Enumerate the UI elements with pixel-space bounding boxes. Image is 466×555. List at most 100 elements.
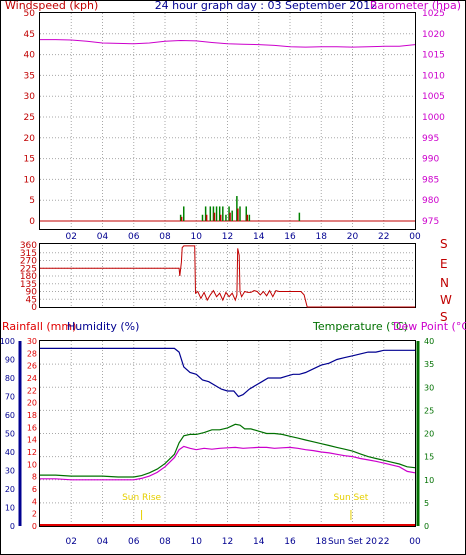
rainfall-axis-label: Rainfall (mm) [2, 320, 76, 333]
x-tick-label: 12 [222, 537, 233, 547]
barometer-axis-label: Barometer (hpa) [370, 0, 461, 12]
humidity-tick: 20 [5, 485, 15, 494]
barometer-tick: 1005 [422, 92, 445, 102]
rainfall-tick: 12 [27, 448, 37, 457]
rainfall-tick: 22 [27, 386, 37, 395]
rainfall-tick: 26 [27, 362, 37, 371]
x-tick-label: 00 [409, 537, 421, 547]
temp-humidity-x-ticks: 02 04 06 08 10 12 14 16 18 22 00 Sun Set 20 [66, 537, 421, 547]
humidity-tick: 80 [5, 374, 15, 383]
rainfall-tick: 10 [27, 460, 37, 469]
x-tick-label: 08 [159, 537, 171, 547]
direction-tick: 180 [20, 272, 37, 282]
sunset-time-label: Sun Set 20 [328, 537, 377, 547]
barometer-tick: 995 [422, 134, 439, 144]
compass-letter: E [440, 257, 448, 271]
sun-marker-label: Sun Rise [122, 493, 161, 503]
wind-baro-x-ticks: 02 04 06 08 10 12 14 16 18 20 22 00 [66, 232, 421, 242]
temperature-tick: 30 [424, 383, 434, 392]
humidity-tick: 100 [0, 337, 15, 346]
x-tick-label: 18 [316, 537, 328, 547]
windspeed-tick: 30 [24, 92, 36, 102]
dewpoint-axis-label: Dew Point (°C) [393, 320, 466, 333]
humidity-tick: 50 [5, 430, 15, 439]
temperature-tick: 25 [424, 406, 434, 415]
temperature-tick: 40 [424, 337, 434, 346]
windspeed-tick: 0 [29, 217, 35, 227]
rainfall-tick: 16 [27, 423, 37, 432]
x-tick-label: 06 [128, 232, 140, 242]
temperature-tick: 20 [424, 430, 434, 439]
wind-baro-series [40, 39, 416, 222]
rainfall-tick: 8 [32, 473, 37, 482]
x-tick-label: 06 [128, 537, 140, 547]
rainfall-tick: 14 [27, 436, 37, 445]
direction-tick: 135 [20, 280, 37, 290]
windspeed-tick: 25 [24, 113, 35, 123]
rainfall-tick: 30 [27, 337, 37, 346]
temp-humidity-series [40, 347, 416, 526]
compass-letter: S [440, 237, 448, 251]
temperature-line [40, 423, 416, 478]
humidity-tick: 60 [5, 411, 15, 420]
x-tick-label: 04 [97, 537, 109, 547]
windspeed-tick: 35 [24, 71, 35, 81]
humidity-tick: 0 [10, 522, 15, 531]
chart-title: 24 hour graph day : 03 September 2012 [155, 0, 378, 12]
temperature-axis-label: Temperature (°C) [312, 320, 408, 333]
temp-humidity-plot-area [39, 340, 416, 527]
windspeed-tick: 40 [24, 51, 36, 61]
x-tick-label: 22 [378, 232, 389, 242]
wind-direction-line [40, 245, 415, 308]
temperature-tick: 5 [424, 499, 429, 508]
humidity-line [40, 347, 415, 398]
direction-plot-area [39, 243, 416, 308]
rainfall-tick: 4 [32, 497, 37, 506]
x-tick-label: 16 [284, 232, 296, 242]
windspeed-tick: 45 [24, 30, 35, 40]
barometer-tick: 1000 [422, 113, 445, 123]
compass-letter: N [440, 276, 449, 290]
x-tick-label: 08 [159, 232, 171, 242]
x-tick-label: 12 [222, 232, 233, 242]
direction-tick: 225 [20, 264, 37, 274]
barometer-tick: 990 [422, 155, 439, 165]
rainfall-tick: 6 [32, 485, 37, 494]
temperature-tick: 10 [424, 476, 434, 485]
temperature-tick: 0 [424, 522, 429, 531]
humidity-tick: 10 [5, 504, 15, 513]
x-tick-label: 10 [191, 232, 203, 242]
compass-letter: S [440, 310, 448, 324]
x-tick-label: 18 [316, 232, 328, 242]
x-tick-label: 02 [66, 232, 77, 242]
windspeed-axis-label: Windspeed (kph) [5, 0, 98, 12]
windspeed-tick: 50 [24, 9, 36, 19]
sun-markers: Sun Rise Sun Set [122, 493, 369, 520]
barometer-axis-ticks: 975 980 985 990 995 1000 1005 1010 1015 1020 1025 [422, 9, 445, 227]
humidity-axis-label: Humidity (%) [67, 320, 139, 333]
x-tick-label: 10 [191, 537, 203, 547]
barometer-tick: 1010 [422, 71, 445, 81]
x-tick-label: 00 [409, 232, 421, 242]
x-tick-label: 14 [253, 537, 265, 547]
direction-tick: 360 [20, 241, 37, 251]
sun-marker-label: Sun Set [334, 493, 369, 503]
direction-tick: 45 [26, 295, 37, 305]
x-tick-label: 14 [253, 232, 265, 242]
barometer-line [40, 39, 416, 48]
rainfall-tick: 28 [27, 349, 37, 358]
windspeed-tick: 5 [29, 196, 35, 206]
compass-letter: W [440, 293, 452, 307]
rainfall-tick: 18 [27, 411, 37, 420]
rainfall-tick: 20 [27, 399, 37, 408]
temp-humidity-axes: 0102030405060708090100024681012141618202… [0, 337, 434, 531]
wind-baro-plot-area [39, 12, 416, 230]
x-tick-label: 02 [66, 537, 77, 547]
direction-series [40, 245, 415, 308]
humidity-tick: 70 [5, 393, 15, 402]
windspeed-tick: 20 [24, 134, 36, 144]
